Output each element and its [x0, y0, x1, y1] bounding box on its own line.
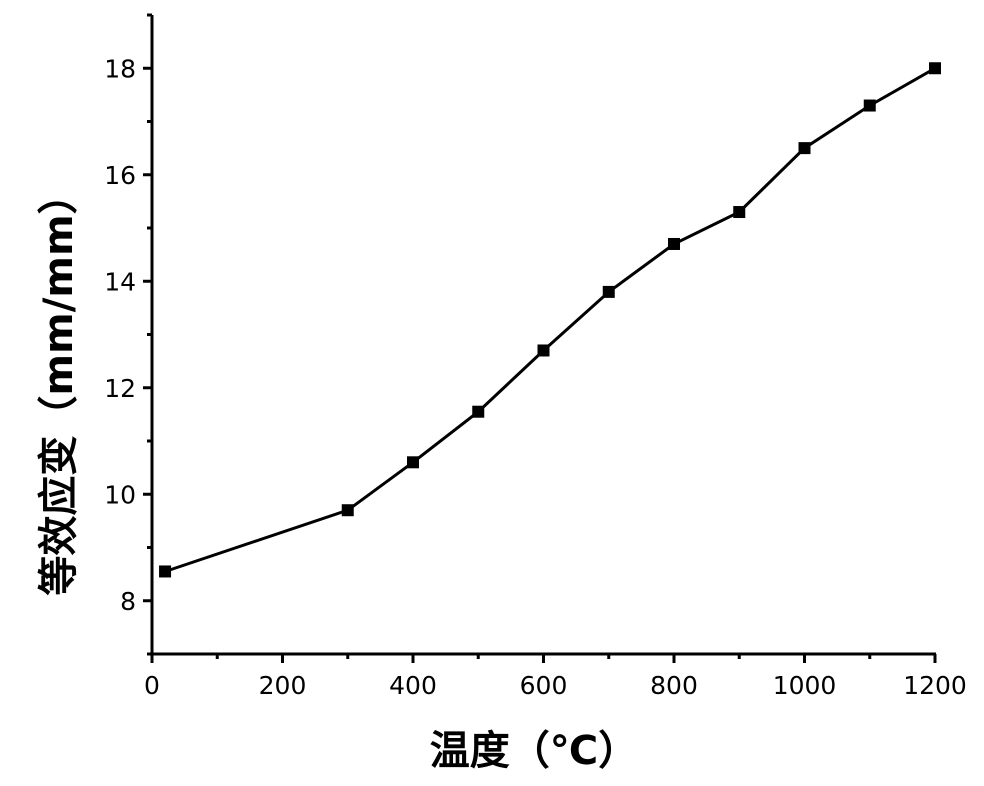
data-point	[472, 405, 485, 418]
y-tick-label: 8	[120, 587, 136, 616]
data-point	[341, 504, 354, 517]
data-point	[863, 99, 876, 112]
y-tick-label: 10	[104, 480, 136, 509]
y-axis-title: 等效应变（mm/mm）	[36, 174, 82, 595]
y-axis-ticks: 8 10 12 14 16 18	[104, 13, 152, 656]
x-tick-label: 1000	[773, 671, 837, 700]
x-tick-label: 400	[389, 671, 437, 700]
y-tick-label: 14	[104, 267, 136, 296]
x-tick-label: 800	[650, 671, 698, 700]
data-point	[668, 237, 680, 250]
series	[159, 62, 941, 578]
x-tick-label: 1200	[903, 671, 967, 700]
x-tick-label: 600	[520, 671, 568, 700]
data-point	[159, 565, 172, 578]
data-point	[733, 206, 746, 219]
series-line	[164, 66, 936, 573]
x-axis-ticks: 0 200 400 600 800 1000 1200	[144, 654, 967, 700]
data-point	[798, 142, 811, 155]
axes	[150, 15, 936, 656]
x-tick-label: 0	[144, 671, 160, 700]
y-tick-label: 16	[104, 161, 136, 190]
data-point	[537, 344, 550, 357]
x-tick-label: 200	[259, 671, 307, 700]
data-point	[602, 285, 615, 298]
y-tick-label: 12	[104, 374, 136, 403]
x-axis-title: 温度（℃）	[430, 728, 638, 774]
data-point	[929, 62, 941, 75]
data-point	[407, 456, 419, 469]
y-tick-label: 18	[104, 54, 136, 83]
